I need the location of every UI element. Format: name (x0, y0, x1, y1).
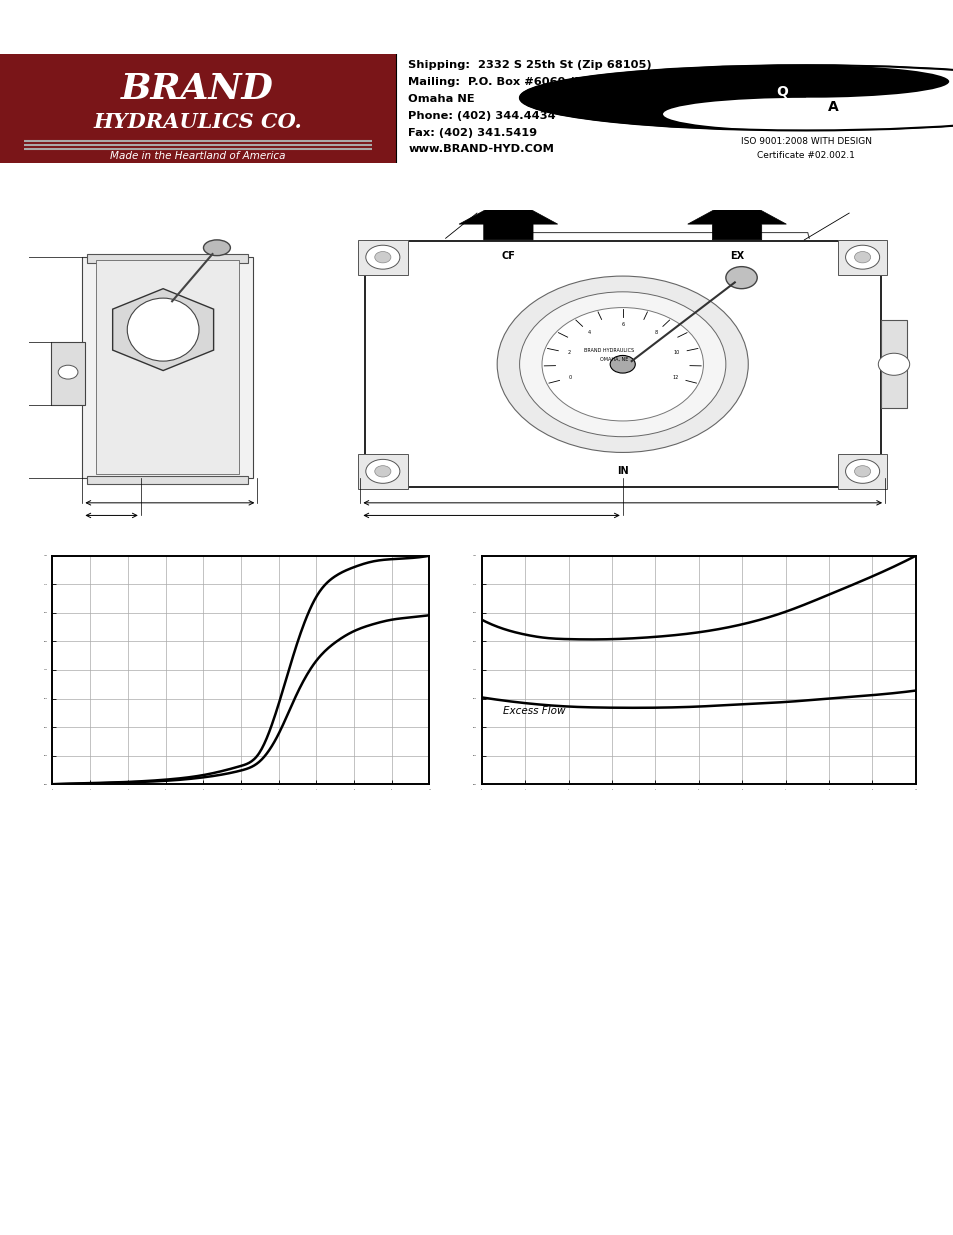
Text: CF: CF (501, 251, 515, 261)
Text: Made in the Heartland of America: Made in the Heartland of America (110, 151, 285, 161)
Circle shape (662, 65, 948, 98)
Circle shape (541, 308, 702, 421)
Circle shape (58, 366, 78, 379)
Bar (357, 240, 407, 274)
Ellipse shape (203, 240, 231, 256)
Text: 12: 12 (672, 375, 678, 380)
Text: 6: 6 (620, 322, 623, 327)
Text: BRAND HYDRAULICS: BRAND HYDRAULICS (583, 347, 634, 352)
Circle shape (375, 252, 391, 263)
Circle shape (854, 466, 870, 477)
Circle shape (844, 459, 879, 483)
Polygon shape (112, 289, 213, 370)
Text: Mailing:  P.O. Box #6069 (Zip 68106): Mailing: P.O. Box #6069 (Zip 68106) (408, 77, 644, 86)
Circle shape (725, 267, 757, 289)
Text: Phone: (402) 344.4434: Phone: (402) 344.4434 (408, 111, 556, 121)
Text: OMAHA, NE: OMAHA, NE (598, 357, 627, 362)
Bar (364, 242, 880, 487)
Bar (880, 320, 906, 409)
Circle shape (854, 252, 870, 263)
Bar (82, 257, 253, 478)
Text: Fax: (402) 341.5419: Fax: (402) 341.5419 (408, 127, 537, 137)
Text: Excess Flow: Excess Flow (503, 706, 565, 716)
Circle shape (375, 466, 391, 477)
Circle shape (497, 277, 747, 452)
Text: Q: Q (776, 85, 787, 99)
Circle shape (844, 246, 879, 269)
Text: Omaha NE: Omaha NE (408, 94, 475, 104)
Bar (0, 54, 395, 163)
Text: A: A (826, 100, 838, 114)
Text: 4: 4 (587, 330, 590, 335)
Text: 0: 0 (568, 375, 571, 380)
Ellipse shape (127, 298, 199, 361)
Wedge shape (805, 65, 953, 131)
Bar (837, 454, 886, 489)
Text: ISO 9001:2008 WITH DESIGN: ISO 9001:2008 WITH DESIGN (740, 137, 871, 146)
Circle shape (519, 291, 725, 437)
Bar (95, 261, 239, 474)
Text: Shipping:  2332 S 25th St (Zip 68105): Shipping: 2332 S 25th St (Zip 68105) (408, 61, 651, 70)
Bar (51, 342, 85, 405)
Circle shape (610, 356, 635, 373)
Text: BRAND: BRAND (121, 72, 274, 106)
Text: HYDRAULICS CO.: HYDRAULICS CO. (93, 111, 301, 132)
Bar (87, 475, 248, 484)
Circle shape (519, 65, 953, 131)
Text: 10: 10 (673, 351, 679, 356)
Text: 8: 8 (654, 330, 657, 335)
Polygon shape (458, 198, 558, 240)
Polygon shape (687, 198, 785, 240)
Bar (357, 454, 407, 489)
Circle shape (878, 353, 909, 375)
Bar (87, 254, 248, 263)
Circle shape (662, 98, 948, 131)
Bar (837, 240, 886, 274)
Circle shape (365, 246, 399, 269)
Text: 2: 2 (567, 351, 570, 356)
Circle shape (365, 459, 399, 483)
Text: EX: EX (729, 251, 743, 261)
Text: IN: IN (617, 467, 628, 477)
Text: Certificate #02.002.1: Certificate #02.002.1 (757, 151, 854, 159)
Text: www.BRAND-HYD.COM: www.BRAND-HYD.COM (408, 144, 554, 154)
